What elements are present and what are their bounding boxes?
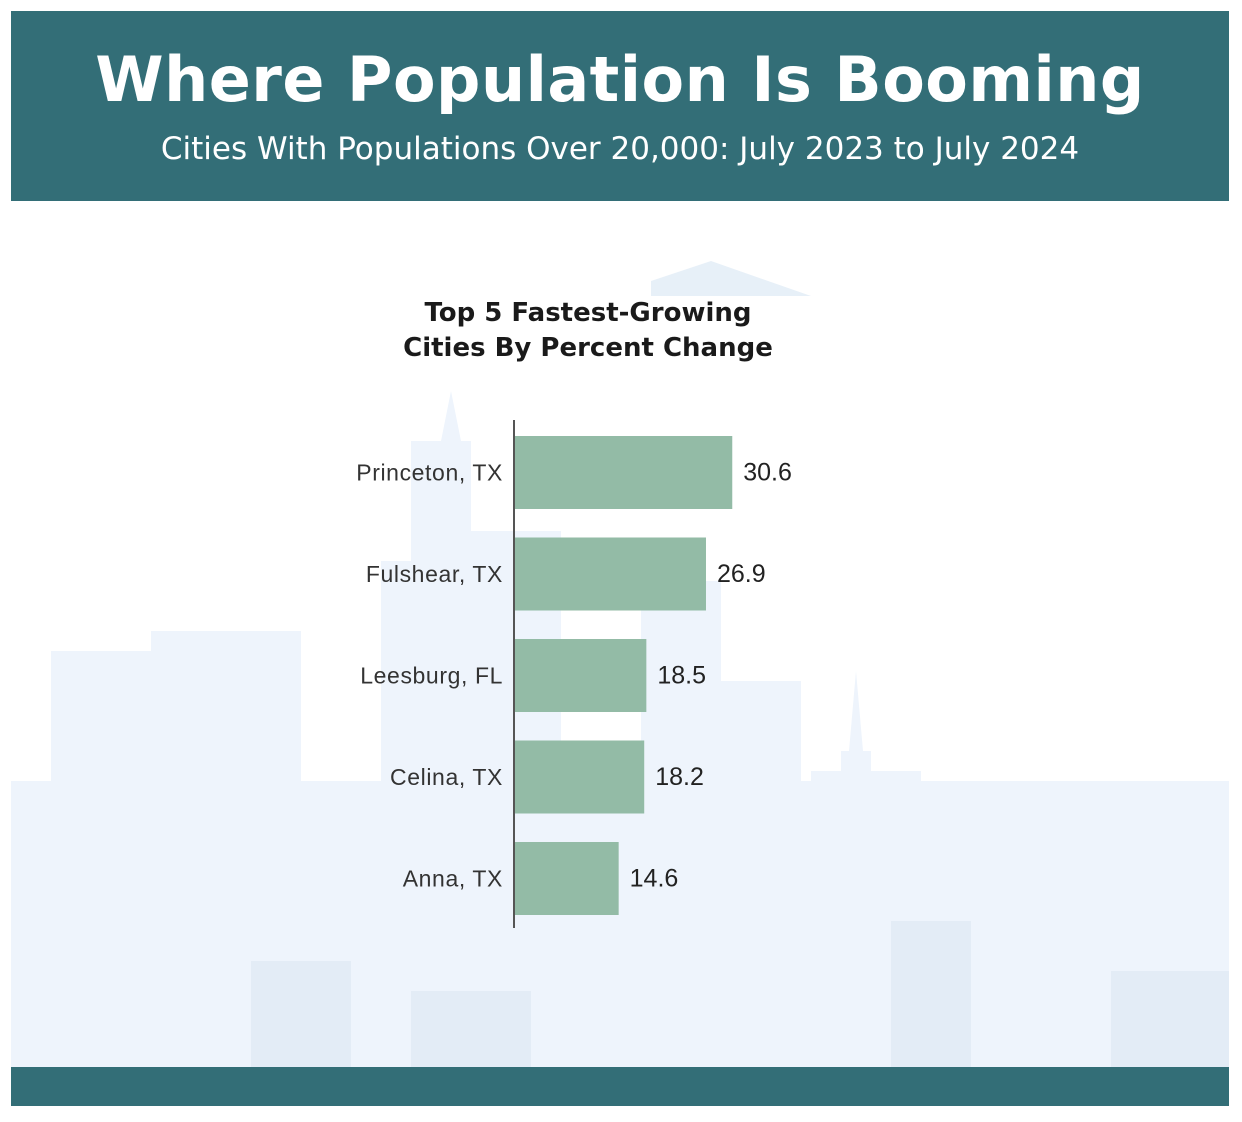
bar xyxy=(515,842,619,915)
header-banner: Where Population Is Booming Cities With … xyxy=(11,11,1229,201)
category-label: Leesburg, FL xyxy=(360,663,503,689)
page-title: Where Population Is Booming xyxy=(95,43,1145,116)
chart-title-line-1: Top 5 Fastest-Growing xyxy=(424,298,752,328)
category-label: Fulshear, TX xyxy=(366,561,503,587)
data-label: 18.2 xyxy=(655,763,704,791)
bar xyxy=(515,537,706,611)
infographic: Where Population Is Booming Cities With … xyxy=(11,11,1229,1106)
city-skyline-background xyxy=(11,261,1229,1067)
bar xyxy=(515,740,645,814)
bar xyxy=(515,639,647,712)
category-label: Princeton, TX xyxy=(356,460,503,486)
bar xyxy=(515,436,733,509)
data-label: 26.9 xyxy=(717,560,766,588)
data-label: 30.6 xyxy=(743,459,792,487)
footer-banner xyxy=(11,1067,1229,1106)
chart-title-line-2: Cities By Percent Change xyxy=(403,333,773,363)
page-subtitle: Cities With Populations Over 20,000: Jul… xyxy=(160,131,1080,167)
data-label: 18.5 xyxy=(657,662,706,690)
data-label: 14.6 xyxy=(630,865,679,893)
bar-chart: Princeton, TX 30.6 Fulshear, TX 26.9 Leesbur… xyxy=(356,420,792,928)
category-label: Anna, TX xyxy=(403,866,503,892)
chart-title: Top 5 Fastest-Growing Cities By Percent … xyxy=(388,296,788,366)
category-label: Celina, TX xyxy=(390,764,503,790)
